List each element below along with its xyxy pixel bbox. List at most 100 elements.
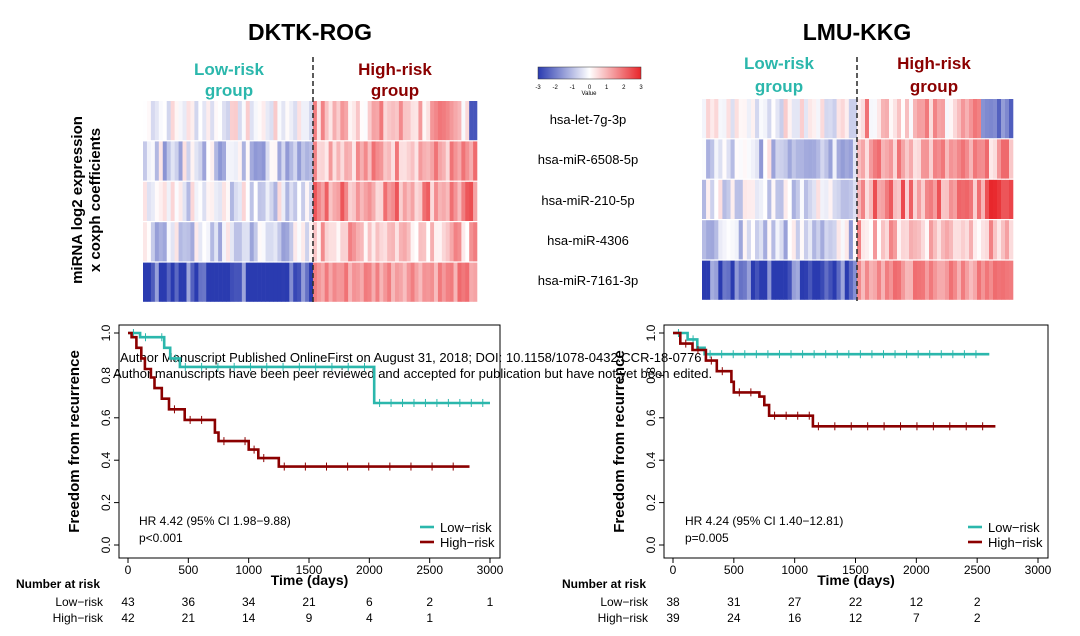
heatmap-cell	[816, 139, 821, 179]
heatmap-cell	[367, 101, 372, 141]
heatmap-cell	[426, 222, 431, 262]
heatmap-cell	[767, 220, 772, 260]
risk-count: 21	[182, 611, 196, 625]
heatmap-cell	[787, 220, 793, 260]
heatmap-cell	[726, 99, 731, 139]
heatmap-cell	[309, 262, 314, 302]
heatmap-cell	[426, 141, 431, 181]
legend-label: High−risk	[988, 535, 1043, 550]
heatmap-cell	[722, 139, 727, 179]
km-curve-high-risk	[128, 331, 470, 468]
heatmap-cell	[742, 179, 748, 219]
heatmap-cell	[803, 99, 809, 139]
heatmap-cell	[469, 262, 474, 302]
heatmap-cell	[820, 99, 825, 139]
heatmap-cell	[434, 181, 439, 221]
heatmap-cell	[714, 220, 719, 260]
heatmap-cell	[799, 99, 805, 139]
gene-label: hsa-let-7g-3p	[550, 112, 627, 127]
heatmap-cell	[261, 101, 266, 141]
heatmap-cell	[449, 141, 454, 181]
heatmap-cell	[367, 141, 372, 181]
heatmap-cell	[233, 181, 239, 221]
risk-count: 6	[366, 595, 373, 609]
heatmap-cell	[848, 179, 854, 219]
heatmap-cell	[803, 220, 809, 260]
heatmap-cell	[422, 101, 427, 141]
heatmap-cell	[265, 262, 270, 302]
heatmap-cell	[913, 220, 918, 260]
heatmap-cell	[783, 99, 788, 139]
heatmap-cell	[993, 220, 998, 260]
heatmap-cell	[182, 262, 187, 302]
heatmap-cell	[277, 222, 282, 262]
heatmap-cell	[273, 181, 278, 221]
heatmap-cell	[453, 262, 458, 302]
heatmap-cell	[383, 222, 388, 262]
heatmap-cell	[746, 139, 752, 179]
heatmap-cell	[426, 101, 431, 141]
heatmap-cell	[787, 139, 793, 179]
heatmap-cell	[305, 181, 310, 221]
heatmap-cell	[881, 139, 886, 179]
heatmap-cell	[977, 220, 982, 260]
heatmap-cell	[795, 179, 801, 219]
heatmap-cell	[418, 101, 423, 141]
heatmap-cell	[166, 262, 171, 302]
heatmap-cell	[929, 260, 934, 300]
heatmap-cell	[218, 222, 223, 262]
heatmap-cell	[457, 181, 462, 221]
heatmap-cell	[977, 139, 982, 179]
heatmap-cell	[277, 101, 282, 141]
heatmap-cell	[226, 262, 231, 302]
heatmap-cell	[889, 220, 894, 260]
risk-count: 39	[666, 611, 680, 625]
heatmap-cell	[313, 141, 318, 181]
heatmap-cell	[755, 99, 760, 139]
heatmap-cell	[206, 262, 211, 302]
heatmap-cell	[848, 99, 854, 139]
heatmap-cell	[146, 262, 152, 302]
heatmap-cell	[186, 181, 191, 221]
heatmap-cell	[218, 262, 223, 302]
legend-label: High−risk	[440, 535, 495, 550]
heatmap-cell	[775, 220, 780, 260]
risk-count: 1	[487, 595, 494, 609]
group-label-low-lmu: Low-risk	[744, 54, 814, 73]
heatmap-cell	[702, 260, 707, 300]
heatmap-cell	[222, 222, 227, 262]
heatmap-cell	[750, 99, 756, 139]
heatmap-cell	[253, 101, 258, 141]
heatmap-cell	[182, 181, 187, 221]
heatmap-cell	[249, 222, 254, 262]
y-tick-label: 0.2	[99, 494, 113, 511]
heatmap-cell	[367, 181, 372, 221]
heatmap-cell	[430, 262, 435, 302]
heatmap-cell	[340, 141, 345, 181]
heatmap-cell	[1001, 179, 1006, 219]
heatmap-cell	[233, 222, 239, 262]
heatmap-cell	[929, 99, 934, 139]
heatmap-cell	[1009, 99, 1014, 139]
heatmap-cell	[710, 179, 715, 219]
heatmap-cell	[261, 262, 266, 302]
heatmap-cell	[214, 222, 219, 262]
heatmap-cell	[1009, 179, 1014, 219]
watermark-line2: Author manuscripts have been peer review…	[113, 366, 712, 381]
heatmap-cell	[313, 222, 318, 262]
heatmap-cell	[406, 262, 411, 302]
heatmap-cell	[722, 99, 727, 139]
heatmap-cell	[965, 260, 970, 300]
y-tick-label: 0.6	[99, 409, 113, 426]
color-scale-tick-label: 1	[605, 85, 609, 91]
heatmap-cell	[877, 260, 882, 300]
heatmap-cell	[913, 179, 918, 219]
km-curve-high-risk	[673, 331, 996, 428]
heatmap-cell	[313, 262, 318, 302]
heatmap-cell	[309, 181, 314, 221]
heatmap-cell	[989, 260, 994, 300]
heatmap-cell	[949, 260, 954, 300]
heatmap-cell	[710, 260, 715, 300]
x-axis-label: Time (days)	[271, 572, 349, 588]
color-scale-tick-label: -2	[552, 85, 558, 91]
